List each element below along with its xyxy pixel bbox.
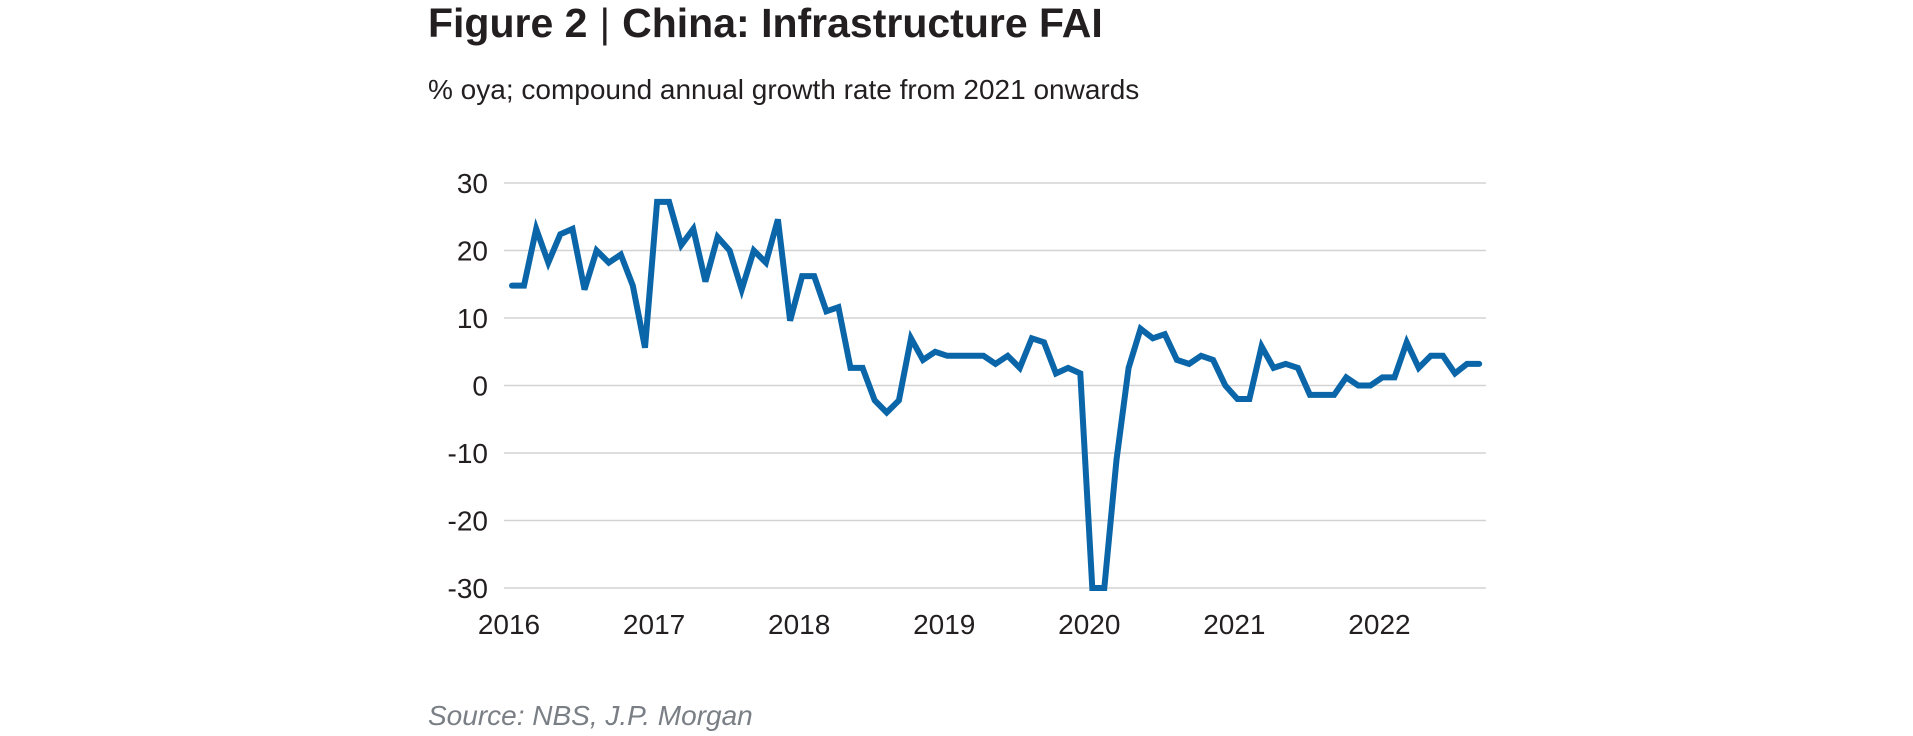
y-tick-label: 10	[457, 303, 488, 334]
chart-subtitle: % oya; compound annual growth rate from …	[428, 74, 1140, 105]
y-tick-label: 30	[457, 168, 488, 199]
y-tick-label: -20	[448, 506, 488, 537]
x-tick-label: 2019	[913, 609, 975, 640]
x-tick-label: 2017	[623, 609, 685, 640]
source-note: Source: NBS, J.P. Morgan	[428, 700, 753, 731]
figure-label: Figure 2	[428, 0, 588, 46]
series-line	[509, 198, 1483, 591]
title-separator: |	[599, 0, 611, 46]
x-tick-label: 2018	[768, 609, 830, 640]
x-tick-label: 2021	[1203, 609, 1265, 640]
chart-title: Figure 2 | China: Infrastructure FAI	[428, 0, 1103, 47]
x-tick-label: 2016	[478, 609, 540, 640]
title-text: China: Infrastructure FAI	[622, 0, 1103, 46]
y-tick-label: 0	[472, 371, 488, 402]
x-tick-label: 2020	[1058, 609, 1120, 640]
x-tick-label: 2022	[1348, 609, 1410, 640]
y-tick-label: 20	[457, 236, 488, 267]
y-tick-label: -10	[448, 438, 488, 469]
y-tick-label: -30	[448, 573, 488, 604]
